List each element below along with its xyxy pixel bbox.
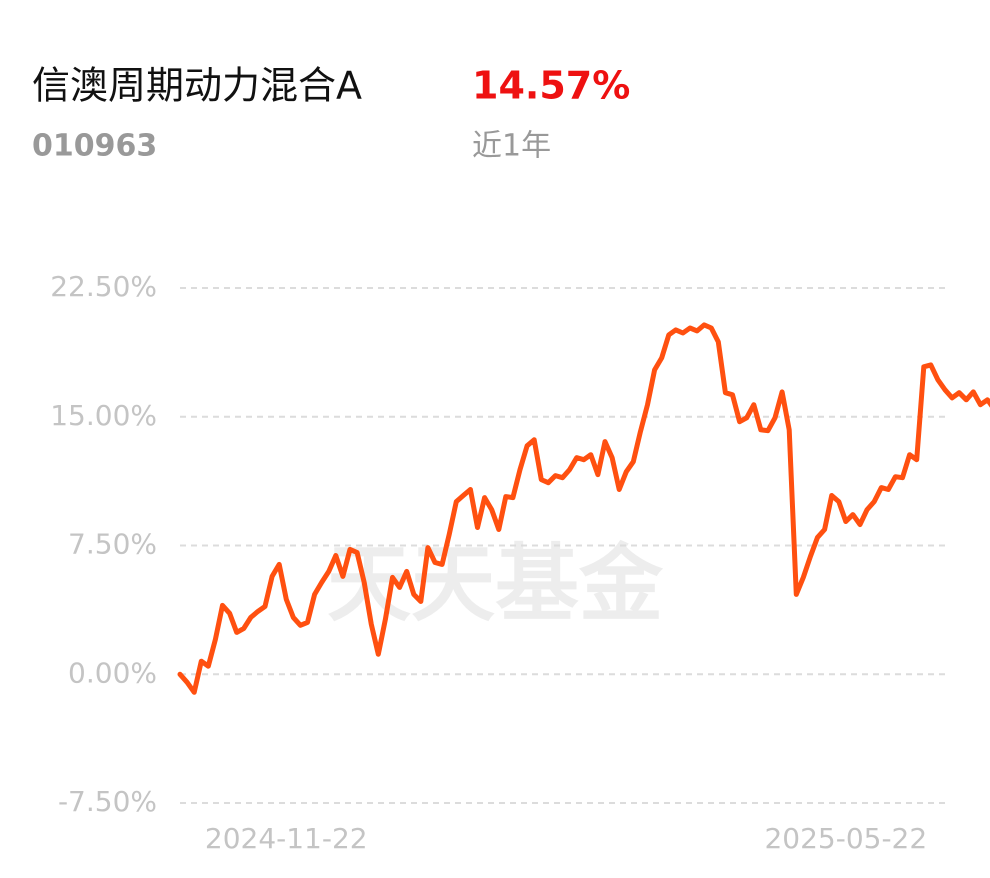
y-tick-label: 22.50% bbox=[50, 270, 157, 303]
x-tick-label: 2024-11-22 bbox=[205, 822, 368, 855]
fund-name: 信澳周期动力混合A bbox=[32, 64, 362, 108]
y-tick-label: 7.50% bbox=[68, 528, 157, 561]
x-tick-label: 2025-05-22 bbox=[764, 822, 927, 855]
period: 近1年 bbox=[472, 129, 551, 164]
y-tick-label: 15.00% bbox=[50, 399, 157, 432]
line bbox=[177, 322, 990, 695]
watermark: 天天基金 bbox=[327, 535, 664, 633]
y-tick-label: -7.50% bbox=[58, 785, 157, 818]
fund-return: 14.57% bbox=[472, 64, 630, 108]
y-tick-label: 0.00% bbox=[68, 656, 157, 689]
fund-code: 010963 bbox=[32, 129, 157, 164]
